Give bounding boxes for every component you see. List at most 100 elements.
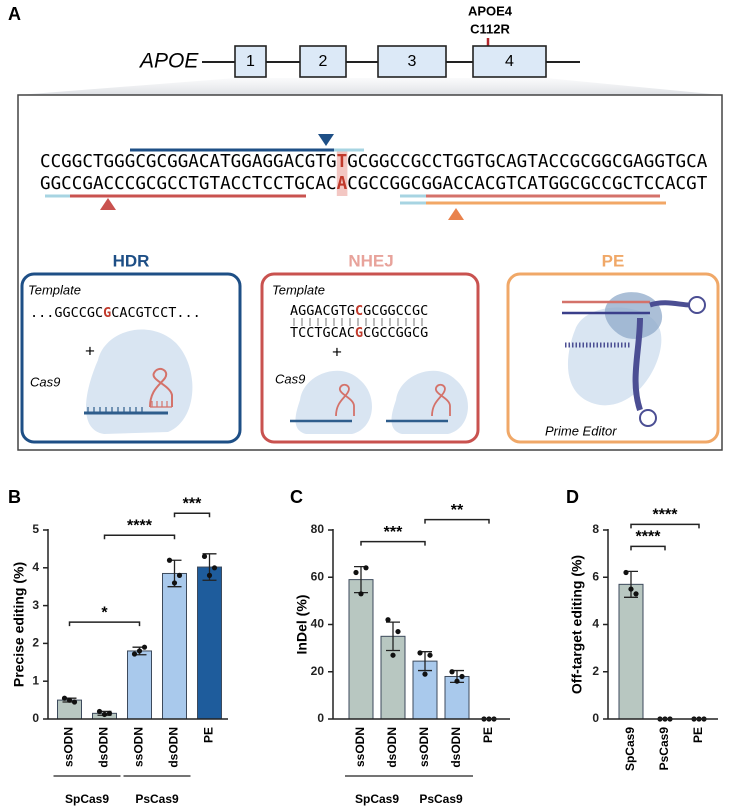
group-label: PsCas9 xyxy=(419,792,463,806)
gene-name: APOE xyxy=(138,50,199,73)
loop xyxy=(688,296,706,314)
seq-mutation: G xyxy=(103,305,111,321)
significance-label: ** xyxy=(451,502,464,519)
strategy-title: PE xyxy=(602,251,625,270)
data-point xyxy=(623,569,629,576)
x-tick-label: ssODN xyxy=(353,727,367,767)
y-axis-label: InDel (%) xyxy=(294,595,310,655)
significance-bracket xyxy=(630,545,666,551)
seq-mutation: T xyxy=(337,152,348,172)
cut-site xyxy=(448,208,464,220)
template-bottom: TCCTGCACGCGCCGGCG xyxy=(290,325,428,341)
y-tick-label: 4 xyxy=(592,617,599,631)
y-tick-label: 80 xyxy=(311,522,325,536)
x-tick-label: dsODN xyxy=(97,727,111,768)
significance-bracket xyxy=(424,518,490,524)
cas9-shape xyxy=(391,370,468,434)
template-label: Template xyxy=(28,282,81,297)
data-point xyxy=(71,699,78,705)
x-tick-label: dsODN xyxy=(449,727,463,768)
pe-shape xyxy=(604,292,663,339)
data-point xyxy=(61,695,68,701)
y-axis-label: Precise editing (%) xyxy=(11,562,27,687)
y-tick-label: 4 xyxy=(32,560,39,574)
y-tick-label: 2 xyxy=(32,636,39,650)
variant: APOE4 xyxy=(468,3,513,18)
y-tick-label: 6 xyxy=(592,569,599,583)
y-tick-label: 40 xyxy=(311,617,325,631)
data-point xyxy=(211,565,218,571)
enzyme: Prime Editor xyxy=(545,423,617,438)
exon-label: 1 xyxy=(246,53,255,70)
data-point xyxy=(390,652,396,658)
group-label: PsCas9 xyxy=(135,792,179,806)
bar xyxy=(348,579,374,720)
data-point xyxy=(106,710,113,716)
bar xyxy=(618,583,644,720)
x-tick-label: PsCas9 xyxy=(657,727,671,771)
data-point xyxy=(141,644,148,650)
seq: GCGGCCGCCTGGTGCAGTACCGCGGCGAGGTGCA xyxy=(347,152,708,172)
mutation-highlight xyxy=(336,150,348,196)
data-point xyxy=(353,569,359,576)
panel-label: A xyxy=(8,4,21,24)
data-point xyxy=(136,648,143,654)
exons xyxy=(234,45,547,78)
significance-label: *** xyxy=(384,524,403,541)
x-tick-label: PE xyxy=(202,727,216,743)
exon xyxy=(377,45,447,78)
seq: CGCCGGCGGACCACGTCATGGCGCCGCTCCACGT xyxy=(347,174,708,194)
y-tick-label: 3 xyxy=(32,598,39,612)
data-point xyxy=(176,572,183,578)
data-point xyxy=(454,678,460,684)
dna-ticks xyxy=(87,407,143,413)
x-tick-label: PE xyxy=(691,727,705,743)
significance-bracket xyxy=(630,523,700,529)
plus: + xyxy=(85,341,95,360)
enzyme: Cas9 xyxy=(275,371,305,386)
sgrna xyxy=(149,367,173,408)
y-tick-label: 20 xyxy=(311,664,325,678)
data-point xyxy=(459,673,465,680)
data-point xyxy=(131,651,138,657)
seq: CGCCGGCG xyxy=(363,325,428,341)
data-point xyxy=(363,565,369,571)
data-point xyxy=(427,652,433,658)
mutation: C112R xyxy=(470,21,510,36)
seq: CCGGCTGGGCGCGGACATGGAGGACGTG xyxy=(40,152,337,172)
sequence-top: CCGGCTGGGCGCGGACATGGAGGACGTGTGCGGCCGCCTG… xyxy=(40,152,708,172)
strategy-title: HDR xyxy=(113,251,150,270)
plus: + xyxy=(332,342,342,361)
data-point xyxy=(171,580,178,586)
cas9-shape xyxy=(295,370,372,434)
seq-mutation: C xyxy=(355,303,363,319)
base-pairs xyxy=(293,318,423,326)
template-label: Template xyxy=(272,282,325,297)
data-point xyxy=(201,553,208,560)
significance-bracket xyxy=(360,540,426,546)
seq-mutation: A xyxy=(337,174,348,194)
bar xyxy=(57,699,82,720)
zoom-fade xyxy=(18,78,722,95)
sgrna xyxy=(431,383,451,417)
group-label: SpCas9 xyxy=(65,792,109,806)
y-tick-label: 0 xyxy=(317,711,324,725)
enzyme: Cas9 xyxy=(30,374,60,389)
seq: GGCCGACCCGCGCCTGTACCTCCTGCAC xyxy=(40,174,337,194)
bar xyxy=(162,572,187,720)
exon-label: 3 xyxy=(408,53,417,70)
significance-label: **** xyxy=(127,517,153,534)
bar xyxy=(197,566,222,720)
y-tick-label: 5 xyxy=(32,522,39,536)
bar xyxy=(127,650,152,720)
pegrna xyxy=(649,300,691,308)
sgrna xyxy=(335,383,355,417)
seq: AGGACGTG xyxy=(290,303,355,319)
y-tick-label: 2 xyxy=(592,664,599,678)
exon xyxy=(234,45,267,78)
panel-label: C xyxy=(290,487,303,507)
seq: TCCTGCAC xyxy=(290,325,355,341)
sequence-bottom: GGCCGACCCGCGCCTGTACCTCCTGCACACGCCGGCGGAC… xyxy=(40,174,708,194)
y-tick-label: 0 xyxy=(592,711,599,725)
